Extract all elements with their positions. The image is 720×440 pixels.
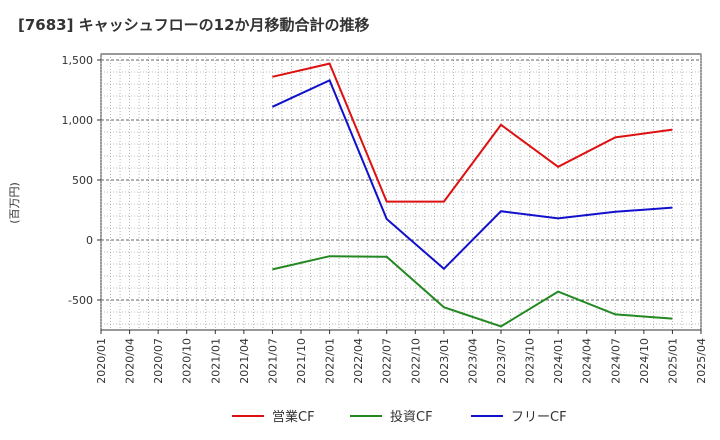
x-tick-label: 2022/07: [381, 338, 394, 384]
legend-label-2: フリーCF: [511, 410, 567, 425]
y-tick-label: -500: [68, 294, 93, 307]
series-layer: [271, 62, 673, 328]
series-line-0: [272, 62, 673, 203]
series-line-1: [272, 255, 673, 328]
grid-layer: [100, 53, 702, 331]
y-tick-label: 500: [72, 174, 93, 187]
x-tick-label: 2023/04: [466, 338, 479, 384]
chart-title: [7683] キャッシュフローの12か月移動合計の推移: [18, 16, 370, 34]
x-tick-label: 2020/01: [95, 338, 108, 384]
x-tick-label: 2022/01: [324, 338, 337, 384]
x-tick-label: 2024/07: [609, 338, 622, 384]
x-tick-label: 2024/04: [581, 338, 594, 384]
x-tick-label: 2023/07: [495, 338, 508, 384]
x-tick-label: 2025/01: [666, 338, 679, 384]
y-axis-label: (百万円): [8, 182, 21, 224]
y-tick-label: 1,500: [62, 54, 94, 67]
x-tick-label: 2024/10: [638, 338, 651, 384]
legend: 営業CF 投資CF フリーCF: [232, 409, 567, 425]
x-tick-label: 2022/10: [409, 338, 422, 384]
x-tick-label: 2023/01: [438, 338, 451, 384]
x-tick-label: 2021/07: [266, 338, 279, 384]
x-tick-label: 2021/04: [238, 338, 251, 384]
x-tick-label: 2023/10: [524, 338, 537, 384]
legend-label-1: 投資CF: [390, 409, 433, 425]
y-tick-label: 0: [86, 234, 93, 247]
x-tick-label: 2024/01: [552, 338, 565, 384]
x-tick-label: 2020/04: [124, 338, 137, 384]
x-tick-label: 2021/01: [209, 338, 222, 384]
x-tick-label: 2025/04: [695, 338, 708, 384]
x-tick-label: 2020/10: [181, 338, 194, 384]
axis-layer: -500 0 500 1,000 1,500 2020/01 2020/04 2020/07 2…: [62, 54, 709, 384]
x-tick-label: 2022/04: [352, 338, 365, 384]
y-tick-label: 1,000: [62, 114, 94, 127]
series-line-2: [271, 79, 673, 271]
legend-label-0: 営業CF: [272, 409, 315, 425]
x-tick-label: 2020/07: [152, 338, 165, 384]
x-tick-label: 2021/10: [295, 338, 308, 384]
